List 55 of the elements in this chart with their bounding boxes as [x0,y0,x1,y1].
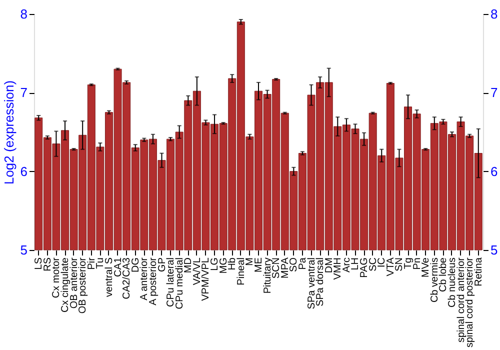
x-tick-label: Cb vermis [429,258,440,303]
x-tick-label: VTA [385,257,396,276]
x-tick-label: GP [156,257,168,272]
x-tick-label: Cb lobe [438,257,450,292]
x-tick-label: VMH [332,258,344,280]
y2-tick-label: 5 [490,242,498,258]
x-tick-label: DG [130,257,142,272]
x-tick-label: spinal cord posterior [464,256,476,348]
x-tick-label: Pa [297,257,308,270]
x-tick-label: M [244,258,256,266]
x-tick-label: ventral S [104,257,115,297]
x-tick-label: Tg [403,258,414,270]
y-tick-label: 8 [20,6,28,22]
x-tick-label: LH [350,258,362,270]
x-tick-label: CA1 [112,257,124,277]
x-tick-label: MPA [280,257,291,278]
x-tick-label: OB anterior [68,256,80,309]
x-tick-label: RS [42,257,54,272]
y2-tick-label: 7 [490,85,498,100]
x-tick-label: SCN [271,258,282,279]
x-tick-label: Pineal [236,258,247,286]
x-tick-label: SO [288,257,300,272]
y2-tick-label: 6 [490,164,498,179]
x-tick-label: Retina [473,257,484,286]
x-tick-label: A anterior [139,256,150,300]
x-tick-label: CA2/CA3 [122,257,133,300]
y-axis-title: Log2 (expression) [1,80,16,185]
x-tick-label: LS [34,257,45,270]
x-tick-label: Tu [95,258,106,269]
x-tick-label: PAG [359,257,370,278]
x-tick-label: ME [254,257,264,272]
x-tick-label: MVe [420,257,432,278]
x-tick-label: spinal cord anterior [456,256,467,343]
x-tick-label: DM [324,258,335,274]
x-tick-label: Cx cingulate [60,257,72,313]
x-tick-label: IC [376,258,388,268]
x-tick-label: A posterior [148,256,159,306]
x-tick-label: VPM/VPL [200,257,212,301]
x-tick-label: Hb [227,257,238,270]
x-tick-label: CPu medial [174,258,186,310]
x-tick-label: Cb nucleus [446,258,458,308]
x-tick-label: SN [394,258,406,272]
x-tick-label: SPa dorsal [315,258,326,306]
x-tick-label: Pn [412,258,423,270]
x-tick-label: Pir [86,256,98,270]
y-tick-label: 7 [20,85,28,100]
x-tick-label: VA/VL [192,257,203,286]
x-tick-label: LG [210,257,221,271]
y-tick-label: 6 [20,164,28,179]
y2-tick-label: 8 [490,6,498,22]
x-tick-label: Arc [341,258,352,272]
x-tick-label: Pituitary [262,258,274,294]
x-tick-label: OB posterior [78,256,89,314]
x-tick-label: SC [368,258,379,272]
y-tick-label: 5 [20,242,28,258]
